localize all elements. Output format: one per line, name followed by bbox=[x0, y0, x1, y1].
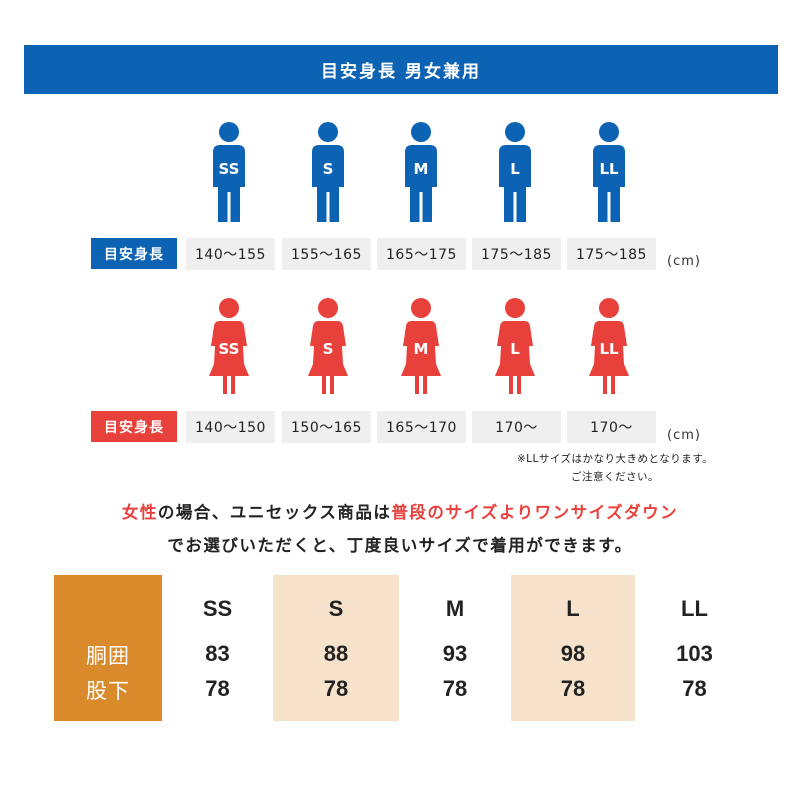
inseam-value: 78 bbox=[682, 676, 707, 701]
advice-text: の場合、ユニセックス商品は bbox=[157, 503, 392, 522]
inseam-value: 78 bbox=[323, 676, 349, 701]
waist-value: 98 bbox=[560, 641, 586, 666]
inseam-label: 股下 bbox=[86, 679, 130, 703]
male-size-label: S bbox=[322, 160, 334, 178]
size-chart-size: SS bbox=[202, 596, 233, 621]
male-height-cell: 140〜155 bbox=[186, 238, 275, 270]
size-chart: 胴囲 股下 SS 83 78 S 88 78 M 93 78 L 98 78 LL 103 78 bbox=[54, 575, 754, 721]
male-figure-ll: LL bbox=[589, 122, 629, 228]
size-chart-size: S bbox=[328, 596, 344, 621]
note-line-2: ご注意ください。 bbox=[571, 471, 659, 483]
male-height-cell: 155〜165 bbox=[282, 238, 371, 270]
female-figure-l: L bbox=[495, 298, 535, 404]
female-figure-s: S bbox=[308, 298, 348, 404]
female-size-label: L bbox=[510, 340, 520, 358]
size-column-ss: SS 83 78 bbox=[162, 575, 273, 721]
male-person-icon bbox=[401, 122, 441, 228]
advice-highlight: 普段のサイズよりワンサイズダウン bbox=[391, 503, 679, 522]
male-height-cell: 175〜185 bbox=[567, 238, 656, 270]
female-size-label: S bbox=[322, 340, 334, 358]
male-person-icon bbox=[308, 122, 348, 228]
female-person-icon bbox=[495, 298, 535, 404]
size-column-l: L 98 78 bbox=[511, 575, 635, 721]
size-chart-size: L bbox=[566, 596, 580, 621]
male-figure-row: SS S M L LL bbox=[0, 122, 800, 232]
male-figure-ss: SS bbox=[209, 122, 249, 228]
male-figure-m: M bbox=[401, 122, 441, 228]
advice-highlight: 女性 bbox=[121, 503, 158, 522]
female-height-label: 目安身長 bbox=[91, 411, 177, 442]
female-person-icon bbox=[209, 298, 249, 404]
male-figure-s: S bbox=[308, 122, 348, 228]
female-person-icon bbox=[308, 298, 348, 404]
male-person-icon bbox=[589, 122, 629, 228]
male-height-cell: 175〜185 bbox=[472, 238, 561, 270]
female-size-label: SS bbox=[218, 340, 240, 358]
female-unit: (cm) bbox=[667, 428, 701, 443]
male-size-label: M bbox=[413, 160, 429, 178]
female-person-icon bbox=[401, 298, 441, 404]
male-size-label: SS bbox=[218, 160, 240, 178]
inseam-value: 78 bbox=[205, 676, 230, 701]
inseam-value: 78 bbox=[442, 676, 468, 701]
advice-line-2: でお選びいただくと、丁度良いサイズで着用ができます。 bbox=[167, 536, 633, 555]
ll-size-note: ※LLサイズはかなり大きめとなります。 ご注意ください。 bbox=[480, 451, 750, 484]
female-figure-ss: SS bbox=[209, 298, 249, 404]
male-size-label: L bbox=[510, 160, 520, 178]
waist-value: 93 bbox=[442, 641, 468, 666]
size-chart-row-header: 胴囲 股下 bbox=[54, 575, 162, 721]
female-figure-m: M bbox=[401, 298, 441, 404]
waist-value: 103 bbox=[676, 641, 713, 666]
male-person-icon bbox=[209, 122, 249, 228]
waist-value: 83 bbox=[205, 641, 230, 666]
male-height-cell: 165〜175 bbox=[377, 238, 466, 270]
female-height-cell: 140〜150 bbox=[186, 411, 275, 443]
male-size-label: LL bbox=[599, 160, 619, 178]
female-figure-ll: LL bbox=[589, 298, 629, 404]
advice-line-1: 女性の場合、ユニセックス商品は普段のサイズよりワンサイズダウン bbox=[0, 499, 800, 523]
female-size-label: M bbox=[413, 340, 429, 358]
male-height-label: 目安身長 bbox=[91, 238, 177, 269]
female-height-cell: 170〜 bbox=[567, 411, 656, 443]
male-unit: (cm) bbox=[667, 254, 701, 269]
male-person-icon bbox=[495, 122, 535, 228]
female-height-cell: 170〜 bbox=[472, 411, 561, 443]
waist-label: 胴囲 bbox=[86, 644, 130, 668]
size-column-s: S 88 78 bbox=[273, 575, 399, 721]
size-chart-size: M bbox=[445, 596, 465, 621]
female-size-label: LL bbox=[599, 340, 619, 358]
waist-value: 88 bbox=[323, 641, 349, 666]
female-figure-row: SS S M L LL bbox=[0, 298, 800, 408]
size-column-ll: LL 103 78 bbox=[635, 575, 754, 721]
male-figure-l: L bbox=[495, 122, 535, 228]
inseam-value: 78 bbox=[560, 676, 586, 701]
title-banner: 目安身長 男女兼用 bbox=[24, 45, 778, 94]
size-chart-size: LL bbox=[681, 596, 708, 621]
note-line-1: ※LLサイズはかなり大きめとなります。 bbox=[516, 453, 714, 465]
banner-title: 目安身長 男女兼用 bbox=[321, 62, 481, 82]
female-person-icon bbox=[589, 298, 629, 404]
size-column-m: M 93 78 bbox=[399, 575, 511, 721]
female-height-cell: 150〜165 bbox=[282, 411, 371, 443]
female-height-cell: 165〜170 bbox=[377, 411, 466, 443]
